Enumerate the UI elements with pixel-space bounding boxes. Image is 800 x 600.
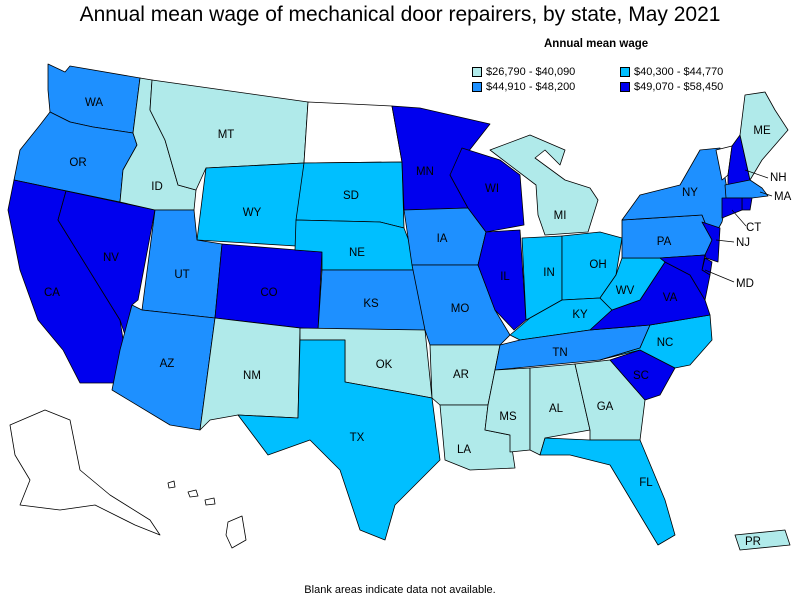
- label-il: IL: [500, 271, 510, 283]
- label-ok: OK: [376, 359, 393, 371]
- label-mi: MI: [554, 210, 567, 222]
- leader-nj: [715, 239, 735, 243]
- legend-item-bin-3: $44,910 - $48,200: [472, 81, 575, 93]
- state-ak[interactable]: [9, 409, 161, 536]
- legend-item-bin-2: $40,300 - $44,770: [620, 66, 723, 78]
- label-id: ID: [151, 181, 163, 193]
- legend-swatch-bin-1: [472, 67, 482, 77]
- label-ct: CT: [746, 222, 761, 234]
- label-pr: PR: [745, 536, 761, 548]
- label-oh: OH: [589, 259, 606, 271]
- label-mn: MN: [416, 166, 434, 178]
- label-in: IN: [543, 267, 555, 279]
- label-ne: NE: [349, 247, 365, 259]
- label-sc: SC: [633, 370, 649, 382]
- legend-swatch-bin-2: [620, 67, 630, 77]
- state-tx[interactable]: [237, 339, 441, 541]
- label-va: VA: [663, 292, 678, 304]
- label-ny: NY: [682, 187, 698, 199]
- legend-item-bin-1: $26,790 - $40,090: [472, 66, 575, 78]
- label-ut: UT: [174, 269, 189, 281]
- state-fl[interactable]: [539, 437, 676, 546]
- state-wy[interactable]: [196, 162, 305, 247]
- label-mt: MT: [218, 129, 235, 141]
- legend-label-bin-2: $40,300 - $44,770: [634, 66, 724, 78]
- label-fl: FL: [639, 477, 653, 489]
- label-nm: NM: [243, 370, 261, 382]
- label-me: ME: [753, 125, 771, 137]
- state-il[interactable]: [477, 229, 527, 331]
- label-sd: SD: [343, 190, 359, 202]
- legend-swatch-bin-3: [472, 82, 482, 92]
- label-ma: MA: [774, 191, 792, 203]
- label-wa: WA: [85, 97, 103, 109]
- state-me[interactable]: [739, 91, 789, 181]
- label-nc: NC: [657, 337, 674, 349]
- state-pr[interactable]: [734, 529, 791, 551]
- state-ct[interactable]: [721, 197, 743, 219]
- label-tn: TN: [552, 347, 567, 359]
- footnote: Blank areas indicate data not available.: [304, 584, 496, 596]
- label-ca: CA: [44, 287, 60, 299]
- label-ks: KS: [363, 298, 379, 310]
- label-mo: MO: [451, 303, 470, 315]
- label-la: LA: [457, 444, 471, 456]
- state-mi[interactable]: [489, 134, 599, 236]
- state-nc[interactable]: [599, 314, 713, 369]
- label-wv: WV: [616, 285, 635, 297]
- label-nh: NH: [770, 172, 787, 184]
- state-hi[interactable]: [167, 480, 247, 549]
- label-wy: WY: [243, 207, 262, 219]
- label-az: AZ: [160, 358, 175, 370]
- label-co: CO: [260, 287, 277, 299]
- label-wi: WI: [485, 183, 499, 195]
- label-md: MD: [736, 278, 754, 290]
- label-ky: KY: [572, 309, 588, 321]
- map-title: Annual mean wage of mechanical door repa…: [79, 3, 721, 26]
- leader-nh: [744, 169, 769, 179]
- label-ia: IA: [437, 233, 448, 245]
- label-nj: NJ: [736, 237, 750, 249]
- label-pa: PA: [657, 236, 672, 248]
- label-nv: NV: [103, 252, 119, 264]
- legend-label-bin-1: $26,790 - $40,090: [486, 66, 576, 78]
- state-nj[interactable]: [701, 221, 721, 263]
- legend-title: Annual mean wage: [544, 38, 649, 50]
- label-tx: TX: [350, 432, 365, 444]
- legend-label-bin-3: $44,910 - $48,200: [486, 81, 576, 93]
- legend-label-bin-4: $49,070 - $58,450: [634, 81, 724, 93]
- leader-ma: [759, 191, 773, 197]
- legend-swatch-bin-4: [620, 82, 630, 92]
- leader-md: [704, 269, 735, 283]
- label-ms: MS: [499, 411, 517, 423]
- label-or: OR: [69, 157, 86, 169]
- leader-ct: [731, 209, 747, 227]
- state-nd[interactable]: [303, 101, 403, 164]
- state-md[interactable]: [659, 254, 711, 301]
- state-ri[interactable]: [741, 197, 753, 211]
- state-sc[interactable]: [609, 349, 676, 401]
- label-al: AL: [549, 403, 564, 415]
- label-ar: AR: [453, 369, 469, 381]
- state-wi[interactable]: [449, 147, 525, 233]
- legend-item-bin-4: $49,070 - $58,450: [620, 81, 723, 93]
- label-ga: GA: [597, 401, 614, 413]
